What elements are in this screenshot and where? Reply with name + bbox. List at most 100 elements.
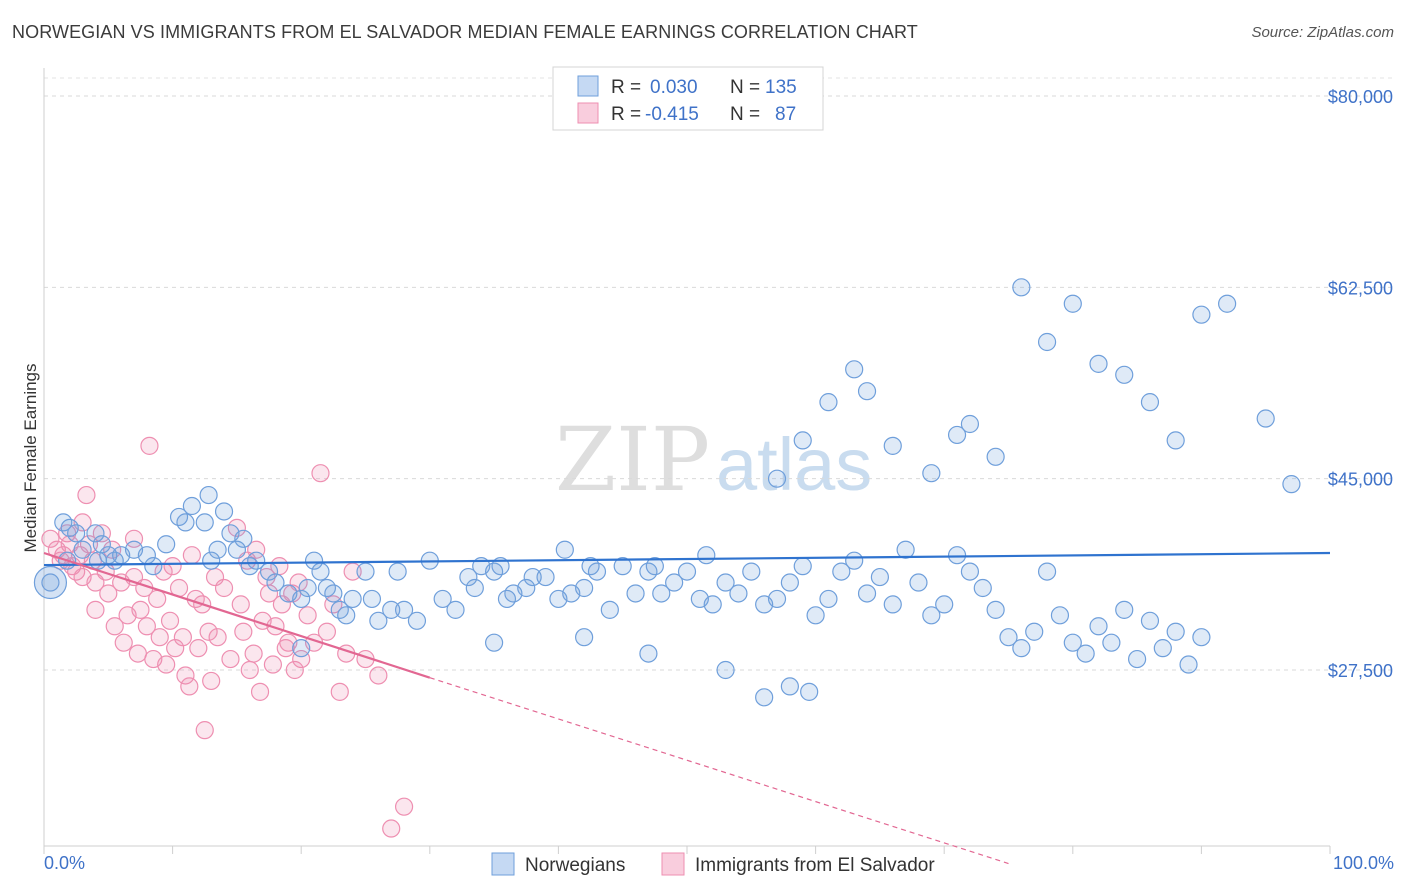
- point-norwegians: [600, 600, 619, 619]
- point-norwegians: [1153, 639, 1172, 658]
- point-norwegians: [517, 578, 536, 598]
- point-norwegians: [1076, 644, 1095, 663]
- point-norwegians: [1012, 639, 1031, 658]
- x-tick-label-max: 100.0%: [1333, 853, 1394, 873]
- trend-lines: [43, 551, 1331, 865]
- point-el-salvador: [250, 682, 270, 701]
- point-el-salvador: [114, 633, 133, 652]
- point-el-salvador: [208, 628, 227, 647]
- point-el-salvador: [160, 611, 180, 630]
- point-norwegians: [960, 562, 980, 581]
- point-el-salvador: [105, 617, 124, 636]
- point-norwegians: [234, 529, 253, 548]
- point-norwegians: [806, 606, 825, 625]
- point-norwegians: [1063, 294, 1082, 313]
- correlation-legend: R = 0.030 N = 135 R = -0.415 N = 87: [552, 66, 824, 131]
- point-el-salvador: [311, 464, 330, 483]
- series-immigrants-el-salvador: [41, 436, 414, 838]
- point-norwegians: [446, 600, 465, 619]
- point-norwegians: [1089, 354, 1108, 373]
- point-el-salvador: [298, 606, 317, 625]
- y-tick-label: $62,500: [1328, 278, 1393, 298]
- point-norwegians: [896, 540, 915, 559]
- point-norwegians: [845, 551, 864, 570]
- trend-line-el-salvador-extension: [429, 677, 1009, 865]
- legend-swatch-blue: [577, 75, 599, 97]
- point-norwegians: [935, 595, 954, 614]
- point-norwegians-large: [33, 565, 68, 600]
- point-norwegians: [677, 562, 697, 581]
- point-norwegians: [729, 584, 748, 603]
- legend-n-value-2: 87: [775, 104, 796, 125]
- point-norwegians: [292, 639, 311, 658]
- point-norwegians: [857, 584, 877, 603]
- point-norwegians: [369, 611, 388, 630]
- point-norwegians: [1102, 633, 1121, 652]
- point-norwegians: [1063, 633, 1082, 652]
- series-norwegians: [33, 278, 1301, 707]
- point-norwegians: [388, 562, 407, 581]
- point-norwegians: [182, 496, 201, 516]
- point-el-salvador: [180, 677, 199, 696]
- point-norwegians: [555, 540, 574, 559]
- source-label: Source: ZipAtlas.com: [1251, 24, 1394, 41]
- legend-swatch-pink: [577, 102, 599, 124]
- point-norwegians: [1256, 409, 1275, 428]
- point-el-salvador: [231, 595, 250, 614]
- point-norwegians: [857, 382, 877, 401]
- point-norwegians: [947, 425, 967, 445]
- point-norwegians: [1179, 655, 1198, 674]
- point-norwegians: [362, 589, 382, 609]
- point-el-salvador: [77, 485, 96, 505]
- point-norwegians: [575, 628, 594, 647]
- legend-n-label-1: N =: [730, 77, 760, 98]
- point-el-salvador: [140, 436, 159, 455]
- point-norwegians: [86, 524, 105, 543]
- point-norwegians: [67, 524, 86, 543]
- y-tick-label: $45,000: [1328, 470, 1393, 490]
- point-norwegians: [755, 688, 774, 707]
- point-el-salvador: [330, 682, 349, 701]
- point-norwegians: [986, 600, 1005, 619]
- point-norwegians: [716, 573, 735, 592]
- point-norwegians: [645, 557, 664, 576]
- point-norwegians: [157, 535, 176, 554]
- series-legend: Norwegians Immigrants from El Salvador: [491, 852, 935, 876]
- bottom-legend-label-el-salvador: Immigrants from El Salvador: [695, 855, 935, 876]
- point-norwegians: [1282, 475, 1301, 494]
- point-norwegians: [1140, 393, 1160, 412]
- point-norwegians: [947, 546, 967, 565]
- point-el-salvador: [176, 666, 195, 685]
- point-el-salvador: [240, 660, 259, 680]
- y-tick-labels: $80,000 $62,500 $45,000 $27,500: [1328, 87, 1393, 681]
- point-norwegians: [433, 589, 452, 609]
- point-norwegians: [883, 595, 902, 614]
- point-norwegians: [1037, 562, 1057, 581]
- point-el-salvador: [382, 819, 401, 838]
- point-el-salvador: [131, 600, 150, 619]
- chart-title: NORWEGIAN VS IMMIGRANTS FROM EL SALVADOR…: [12, 22, 918, 42]
- point-norwegians: [1115, 365, 1134, 384]
- point-el-salvador: [259, 584, 279, 603]
- point-el-salvador: [41, 529, 60, 548]
- point-norwegians: [292, 589, 311, 609]
- y-tick-label: $27,500: [1328, 661, 1393, 681]
- point-el-salvador: [163, 557, 182, 576]
- point-norwegians: [324, 584, 343, 603]
- point-norwegians: [1192, 305, 1211, 324]
- point-el-salvador: [86, 600, 105, 619]
- point-el-salvador: [369, 666, 388, 685]
- point-el-salvador: [148, 589, 167, 609]
- point-el-salvador: [182, 546, 201, 565]
- bottom-legend-label-norwegians: Norwegians: [525, 855, 625, 876]
- point-norwegians: [767, 469, 787, 488]
- legend-n-value-1: 135: [765, 77, 797, 98]
- point-norwegians: [922, 606, 941, 625]
- x-tick-label-min: 0.0%: [44, 853, 85, 873]
- point-norwegians: [652, 584, 671, 603]
- point-el-salvador: [157, 655, 176, 674]
- point-norwegians: [1012, 278, 1031, 297]
- watermark-zip: ZIP: [555, 408, 710, 511]
- point-norwegians: [819, 393, 838, 412]
